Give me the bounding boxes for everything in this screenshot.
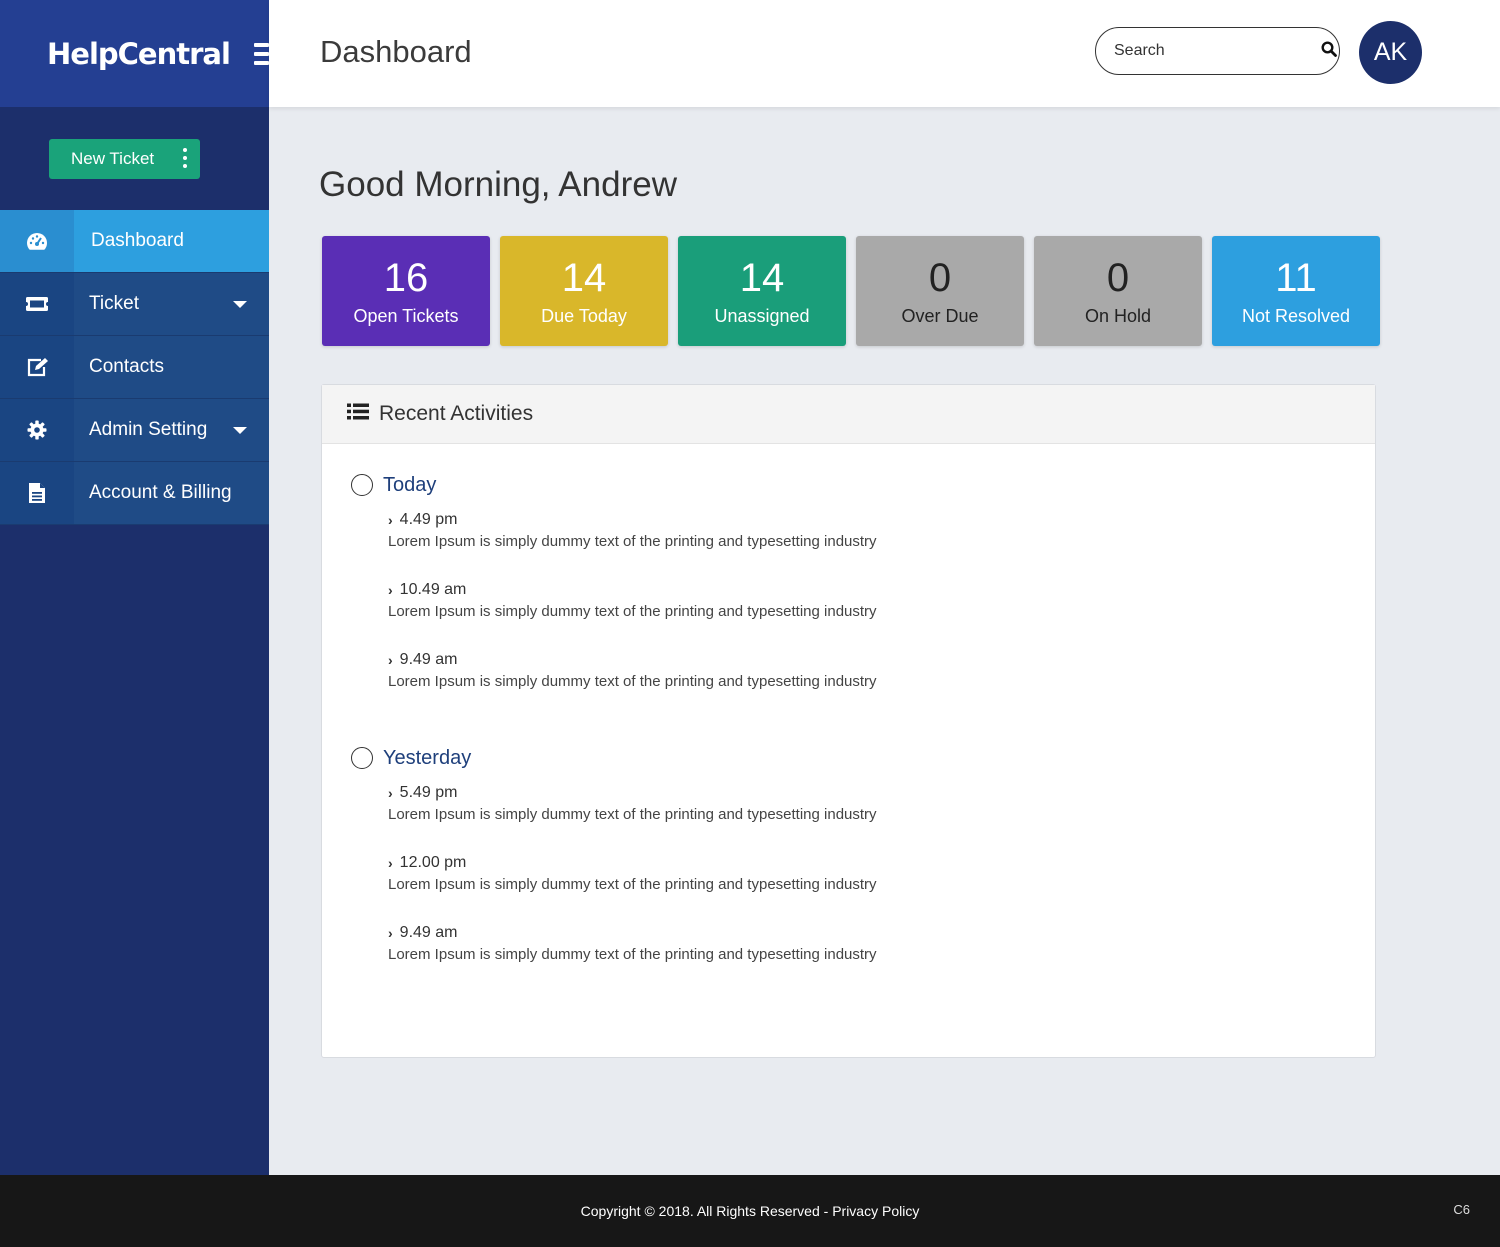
timeline-circle-icon [351,747,373,769]
stat-value: 14 [561,255,607,300]
caret-down-icon[interactable] [233,300,247,308]
panel-header: Recent Activities [322,385,1375,444]
entry-time: 4.49 pm [399,511,458,528]
sidebar-item-account-billing[interactable]: Account & Billing [0,462,269,525]
list-item: › 9.49 am Lorem Ipsum is simply dummy tex… [351,921,1375,968]
new-ticket-area: New Ticket [0,107,269,210]
entry-time-row: › 12.00 pm [388,851,1375,875]
version-label: C6 [1453,1202,1470,1217]
brand-logo[interactable]: HelpCentral [47,36,231,71]
entry-text: Lorem Ipsum is simply dummy text of the … [388,603,877,620]
stat-value: 11 [1275,255,1317,300]
dashboard-icon [0,210,74,272]
entry-time: 10.49 am [399,581,467,598]
sidebar-item-ticket[interactable]: Ticket [0,273,269,336]
page-title: Dashboard [320,34,472,69]
stat-card-open-tickets[interactable]: 16 Open Tickets [322,236,490,346]
list-item: › 12.00 pm Lorem Ipsum is simply dummy te… [351,851,1375,898]
list-item: › 5.49 pm Lorem Ipsum is simply dummy tex… [351,781,1375,828]
list-item: › 9.49 am Lorem Ipsum is simply dummy tex… [351,648,1375,695]
list-item: › 10.49 am Lorem Ipsum is simply dummy te… [351,578,1375,625]
search-input[interactable] [1114,42,1321,60]
stat-label: Over Due [901,305,979,326]
document-icon [0,462,74,524]
entry-text: Lorem Ipsum is simply dummy text of the … [388,946,877,963]
sidebar-item-admin-setting[interactable]: Admin Setting [0,399,269,462]
search-box[interactable] [1095,27,1340,75]
stat-card-not-resolved[interactable]: 11 Not Resolved [1212,236,1380,346]
hamburger-menu-icon[interactable] [253,42,269,65]
avatar[interactable]: AK [1359,21,1422,84]
chevron-right-icon: › [388,785,393,801]
sidebar-item-label: Ticket [89,293,139,314]
more-options-icon[interactable] [183,147,187,168]
copyright-text[interactable]: Copyright © 2018. All Rights Reserved - … [580,1203,920,1219]
ticket-icon [0,273,74,335]
chevron-right-icon: › [388,652,393,668]
top-bar: Dashboard AK [269,0,1500,107]
stats-row: 16 Open Tickets 14 Due Today 14 Unassign… [322,236,1380,346]
group-label[interactable]: Today [383,473,437,496]
stat-label: Open Tickets [353,305,459,326]
entry-text: Lorem Ipsum is simply dummy text of the … [388,876,877,893]
footer: Copyright © 2018. All Rights Reserved - … [0,1175,1500,1247]
activity-group-yesterday: Yesterday › 5.49 pm Lorem Ipsum is simply… [322,741,1375,968]
entry-time: 9.49 am [399,924,458,941]
activity-group-today: Today › 4.49 pm Lorem Ipsum is simply dum… [322,468,1375,695]
entry-time-row: › 10.49 am [388,578,1375,602]
edit-icon [0,336,74,398]
entry-time: 9.49 am [399,651,458,668]
greeting: Good Morning, Andrew [319,165,677,204]
stat-card-unassigned[interactable]: 14 Unassigned [678,236,846,346]
activity-group-title: Today [351,468,1375,502]
stat-value: 0 [928,255,952,300]
stat-card-due-today[interactable]: 14 Due Today [500,236,668,346]
stat-value: 0 [1106,255,1130,300]
entry-text: Lorem Ipsum is simply dummy text of the … [388,673,877,690]
entry-time-row: › 4.49 pm [388,508,1375,532]
list-item: › 4.49 pm Lorem Ipsum is simply dummy tex… [351,508,1375,555]
sidebar-item-label: Dashboard [91,230,184,251]
stat-label: Unassigned [714,305,810,326]
group-label[interactable]: Yesterday [383,746,472,769]
chevron-right-icon: › [388,925,393,941]
sidebar-nav: Dashboard Ticket Contacts Admin Setting [0,210,269,525]
recent-activities-panel: Recent Activities Today › 4.49 pm Lorem I… [321,384,1376,1058]
gear-icon [0,399,74,461]
new-ticket-button[interactable]: New Ticket [49,138,200,179]
sidebar-item-contacts[interactable]: Contacts [0,336,269,399]
stat-label: Not Resolved [1241,305,1351,326]
chevron-right-icon: › [388,855,393,871]
stat-value: 14 [739,255,785,300]
entry-time-row: › 9.49 am [388,921,1375,945]
caret-down-icon[interactable] [233,426,247,434]
sidebar-item-label: Contacts [89,356,164,377]
stat-label: On Hold [1084,305,1152,326]
entry-time-row: › 9.49 am [388,648,1375,672]
new-ticket-label: New Ticket [71,148,155,168]
stat-card-on-hold[interactable]: 0 On Hold [1034,236,1202,346]
entry-time: 5.49 pm [399,784,458,801]
activity-group-title: Yesterday [351,741,1375,775]
sidebar-item-label: Admin Setting [89,419,208,440]
sidebar-item-dashboard[interactable]: Dashboard [0,210,269,273]
chevron-right-icon: › [388,512,393,528]
entry-text: Lorem Ipsum is simply dummy text of the … [388,806,877,823]
search-icon[interactable] [1321,40,1337,62]
panel-title: Recent Activities [379,402,534,425]
entry-time: 12.00 pm [399,854,467,871]
sidebar: HelpCentral New Ticket Dashboard Ticket … [0,0,269,1175]
timeline-circle-icon [351,474,373,496]
stat-card-over-due[interactable]: 0 Over Due [856,236,1024,346]
list-icon [347,402,369,426]
stat-value: 16 [383,255,429,300]
stat-label: Due Today [541,305,627,326]
chevron-right-icon: › [388,582,393,598]
entry-text: Lorem Ipsum is simply dummy text of the … [388,533,877,550]
brand-bar: HelpCentral [0,0,269,107]
entry-time-row: › 5.49 pm [388,781,1375,805]
sidebar-item-label: Account & Billing [89,482,232,503]
